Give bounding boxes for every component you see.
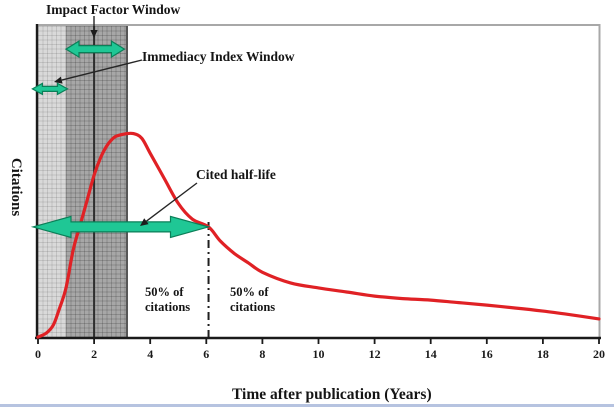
x-tick-label-16: 16 <box>480 347 493 361</box>
cited-half-life-pointer-arrow-head <box>140 218 149 226</box>
bottom-border-line <box>0 404 614 407</box>
x-tick-label-4: 4 <box>147 347 154 361</box>
fifty-right-line1: 50% of <box>230 285 269 299</box>
x-tick-label-14: 14 <box>424 347 437 361</box>
impact-factor-window-label: Impact Factor Window <box>46 2 181 17</box>
fifty-percent-left-label: 50% of citations <box>145 285 190 315</box>
immediacy-index-window-region <box>38 26 68 338</box>
x-tick-label-2: 2 <box>91 347 98 361</box>
x-tick-label-6: 6 <box>203 347 210 361</box>
fifty-right-line2: citations <box>230 300 276 314</box>
x-tick-label-18: 18 <box>536 347 549 361</box>
fifty-percent-right-label: 50% of citations <box>230 285 275 315</box>
x-tick-label-0: 0 <box>35 347 41 361</box>
x-tick-label-12: 12 <box>368 347 381 361</box>
cited-half-life-pointer-arrow-line <box>145 182 198 222</box>
cited-half-life-label: Cited half-life <box>196 167 276 182</box>
x-axis-title: Time after publication (Years) <box>232 386 432 403</box>
fifty-left-line1: 50% of <box>145 285 184 299</box>
immediacy-index-window-label: Immediacy Index Window <box>142 49 295 64</box>
fifty-left-line2: citations <box>145 300 191 314</box>
impact-factor-window-region <box>66 26 129 338</box>
x-tick-label-8: 8 <box>259 347 266 361</box>
y-axis-title: Citations <box>8 157 24 217</box>
x-tick-label-20: 20 <box>593 347 605 361</box>
x-tick-label-10: 10 <box>312 347 325 361</box>
